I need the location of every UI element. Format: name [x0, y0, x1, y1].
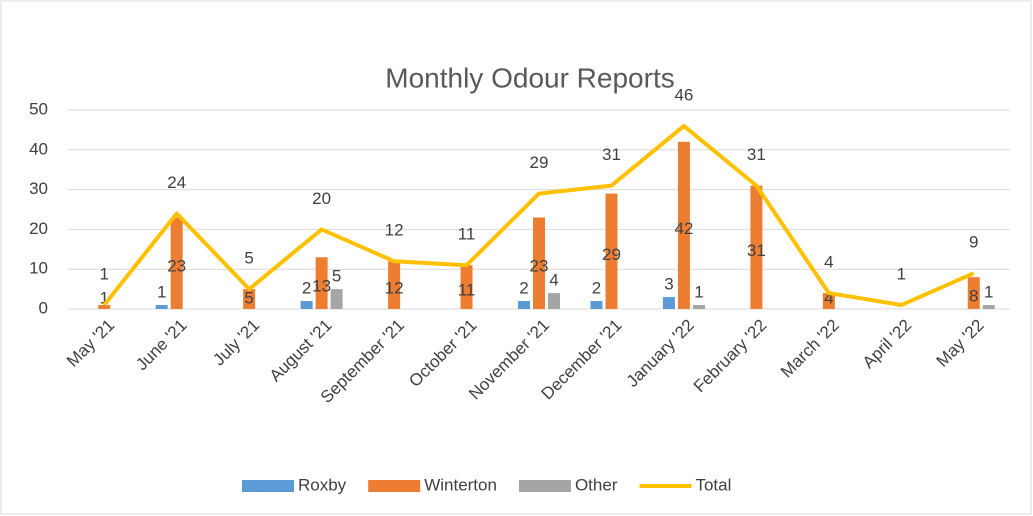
- data-label: 31: [602, 145, 621, 164]
- bar: [155, 305, 168, 309]
- data-label: 23: [167, 257, 186, 276]
- bar: [98, 305, 111, 309]
- chart-title: Monthly Odour Reports: [385, 62, 674, 93]
- data-label: 24: [167, 173, 186, 192]
- data-label: 1: [99, 265, 108, 284]
- bar: [750, 185, 763, 309]
- bar: [170, 217, 183, 309]
- data-label: 4: [824, 288, 833, 307]
- bar: [590, 301, 603, 309]
- data-label: 1: [99, 288, 108, 307]
- data-label: 1: [897, 265, 906, 284]
- data-label: 12: [385, 221, 404, 240]
- data-label: 29: [602, 245, 621, 264]
- legend-label: Winterton: [424, 475, 497, 494]
- bar: [822, 293, 835, 309]
- legend-swatch: [368, 480, 421, 492]
- data-label: 42: [674, 219, 693, 238]
- bar: [518, 301, 530, 309]
- legend-swatch: [518, 480, 571, 492]
- data-label: 8: [969, 287, 978, 306]
- bar: [243, 289, 256, 309]
- data-label: 5: [332, 267, 341, 286]
- legend-label: Total: [695, 475, 731, 494]
- data-label: 5: [244, 249, 253, 268]
- data-label: 31: [747, 241, 766, 260]
- data-label: 4: [824, 253, 833, 272]
- y-tick-label: 30: [29, 179, 48, 198]
- data-label: 9: [969, 233, 978, 252]
- data-label: 2: [302, 279, 311, 298]
- bar: [677, 141, 690, 309]
- data-label: 29: [530, 153, 549, 172]
- bar: [982, 305, 995, 309]
- data-label: 3: [664, 275, 673, 294]
- bar: [605, 193, 618, 309]
- bar: [315, 257, 328, 309]
- bar: [388, 261, 401, 309]
- bar: [548, 293, 560, 309]
- data-label: 20: [312, 189, 331, 208]
- data-label: 1: [694, 283, 703, 302]
- data-label: 31: [747, 145, 766, 164]
- data-label: 12: [385, 279, 404, 298]
- y-tick-label: 50: [29, 99, 48, 118]
- legend-label: Roxby: [298, 475, 347, 494]
- data-label: 5: [244, 288, 253, 307]
- data-label: 46: [674, 85, 693, 104]
- y-tick-label: 10: [29, 259, 48, 278]
- data-label: 11: [458, 281, 476, 300]
- bar: [330, 289, 343, 309]
- y-tick-label: 20: [29, 219, 48, 238]
- data-label: 2: [519, 279, 528, 298]
- legend-label: Other: [575, 475, 618, 494]
- y-tick-label: 40: [29, 139, 48, 158]
- bar: [460, 265, 473, 309]
- legend-swatch: [242, 480, 294, 492]
- data-label: 11: [458, 225, 476, 244]
- y-tick-label: 0: [39, 298, 48, 317]
- data-label: 23: [530, 257, 549, 276]
- bar: [300, 301, 313, 309]
- data-label: 1: [984, 283, 993, 302]
- data-label: 2: [592, 279, 601, 298]
- data-label: 13: [312, 277, 331, 296]
- line: [102, 123, 975, 308]
- bar: [533, 217, 545, 309]
- bar: [692, 305, 705, 309]
- data-label: 1: [157, 283, 166, 302]
- bar: [662, 297, 675, 309]
- data-label: 4: [549, 271, 558, 290]
- bar: [967, 277, 980, 309]
